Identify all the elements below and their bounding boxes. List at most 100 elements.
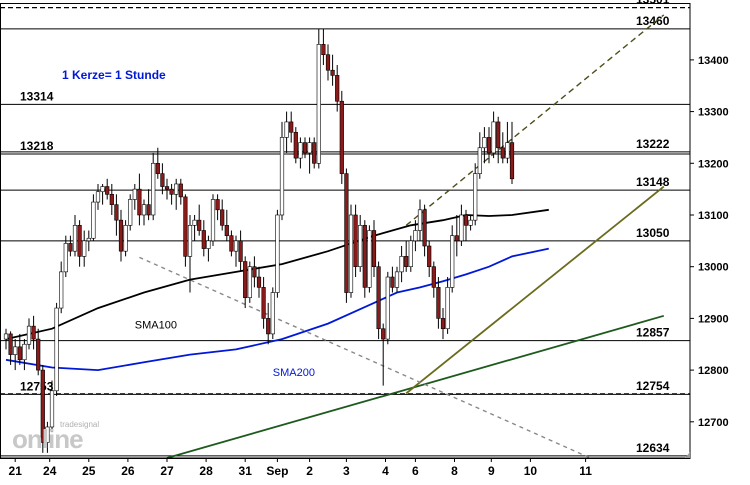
candle-body: [445, 287, 450, 330]
y-tick-label: 12900: [698, 313, 729, 325]
candle-body: [36, 338, 41, 371]
candle-body: [284, 121, 289, 138]
level-label: 13314: [20, 89, 54, 103]
candle-body: [270, 292, 275, 335]
candle-body: [141, 204, 147, 216]
candle-body: [220, 209, 225, 226]
candle-body: [13, 346, 18, 355]
candle-body: [417, 209, 423, 231]
candle-body: [427, 245, 432, 267]
candle-body: [440, 318, 446, 330]
candle-body: [201, 230, 206, 249]
candle-body: [289, 121, 294, 133]
candle-body: [422, 209, 427, 247]
candle-body: [178, 183, 183, 198]
candle-body: [197, 219, 202, 231]
candle-body: [8, 333, 13, 355]
candle-body: [404, 256, 409, 267]
candle-body: [390, 276, 395, 288]
candle-body: [463, 214, 469, 226]
candle-body: [114, 204, 119, 221]
candle-body: [302, 142, 308, 154]
y-tick-label: 13100: [698, 210, 729, 222]
logo-watermark: online: [12, 424, 83, 454]
candle-body: [233, 240, 239, 252]
candle-body: [59, 271, 64, 309]
candle-body: [450, 235, 455, 288]
corner-arrow-icon: [685, 452, 690, 458]
x-tick-label: 25: [82, 464, 96, 478]
candle-body: [174, 183, 179, 195]
candle-body: [63, 243, 68, 273]
x-tick-label: 27: [160, 464, 174, 478]
y-tick-label: 13000: [698, 262, 729, 274]
candle-body: [86, 237, 91, 242]
candle-body: [307, 142, 312, 154]
series-line-sma100: [5, 208, 549, 340]
level-label: 13222: [636, 137, 670, 151]
candle-body: [224, 225, 229, 236]
level-label: 12753: [20, 379, 54, 393]
candle-body: [376, 266, 381, 330]
candle-body: [109, 194, 114, 205]
candle-body: [468, 219, 473, 226]
candle-body: [229, 235, 234, 252]
candle-body: [298, 142, 303, 159]
candle-body: [68, 243, 73, 252]
candle-body: [100, 186, 105, 193]
level-label: 13501: [636, 0, 670, 7]
trendline: [139, 256, 591, 458]
candle-body: [26, 325, 32, 345]
candle-body: [473, 173, 478, 221]
candle-body: [454, 235, 459, 242]
candle-body: [95, 191, 101, 203]
candle-body: [210, 199, 216, 242]
x-tick-label: Sep: [266, 464, 288, 478]
y-tick-label: 12700: [698, 417, 729, 429]
candle-body: [362, 225, 367, 288]
candle-body: [325, 54, 331, 71]
level-label: 12857: [636, 326, 670, 340]
x-tick-label: 11: [579, 464, 592, 478]
candle-body: [509, 142, 515, 180]
candle-body: [436, 287, 441, 319]
candle-body: [381, 328, 386, 340]
x-tick-label: 3: [343, 464, 350, 478]
candle-body: [105, 186, 110, 195]
trendline-group: [139, 14, 665, 458]
x-tick-label: 24: [43, 464, 57, 478]
candle-body: [17, 346, 22, 361]
candle-body: [371, 230, 377, 267]
candle-body: [82, 240, 87, 257]
candle-body: [238, 240, 243, 262]
x-tick-label: 26: [121, 464, 135, 478]
x-tick-label: 8: [451, 464, 458, 478]
candle-note: 1 Kerze= 1 Stunde: [62, 68, 166, 82]
candle-body: [394, 271, 400, 288]
x-tick-label: 21: [9, 464, 23, 478]
candle-body: [183, 196, 188, 257]
x-tick-label: 2: [306, 464, 313, 478]
level-label: 13460: [636, 14, 670, 28]
candle-body: [206, 240, 211, 249]
candle-body: [335, 75, 340, 102]
candle-body: [252, 266, 257, 278]
candle-body: [321, 44, 326, 56]
candle-body: [164, 186, 170, 190]
candle-body: [491, 121, 496, 154]
candle-body: [477, 147, 482, 174]
candle-body: [91, 201, 96, 239]
candle-body: [431, 266, 436, 288]
candle-body: [151, 162, 156, 216]
candle-body: [316, 44, 321, 164]
candle-body: [49, 390, 55, 428]
candle-body: [243, 261, 248, 299]
y-tick-label: 13400: [698, 55, 729, 67]
series-line-sma200: [5, 247, 549, 372]
candle-body: [256, 276, 262, 288]
y-axis-panel: [690, 0, 750, 458]
series-label: SMA100: [135, 320, 177, 332]
candle-body: [247, 266, 252, 299]
candle-body: [353, 214, 358, 267]
